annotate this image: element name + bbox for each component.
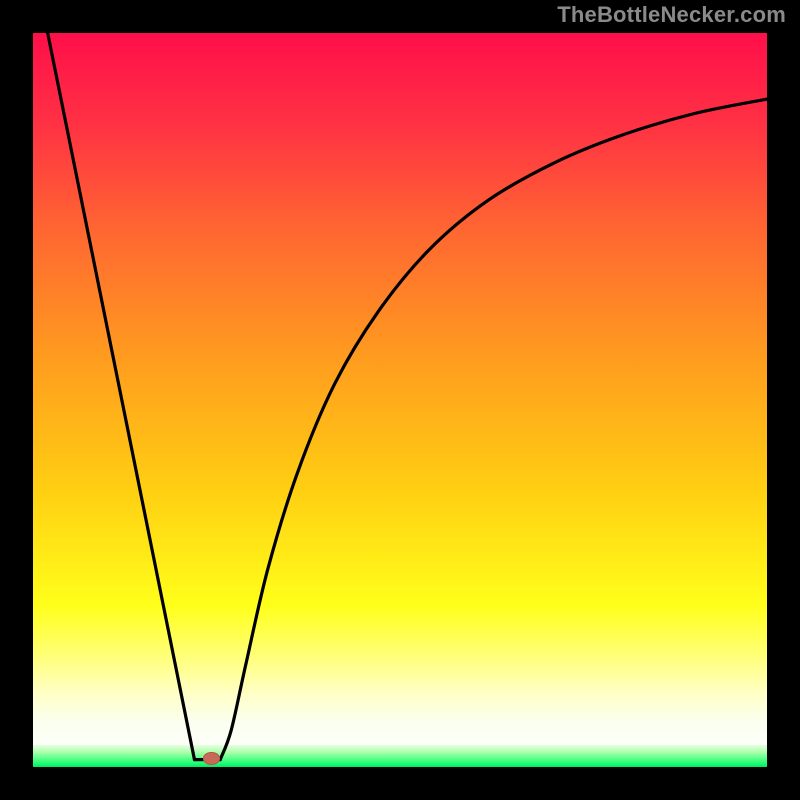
plot-area — [33, 33, 767, 767]
optimum-marker-dot — [203, 752, 221, 765]
watermark-text: TheBottleNecker.com — [557, 2, 786, 28]
bottleneck-curve — [33, 33, 767, 767]
chart-container: TheBottleNecker.com — [0, 0, 800, 800]
